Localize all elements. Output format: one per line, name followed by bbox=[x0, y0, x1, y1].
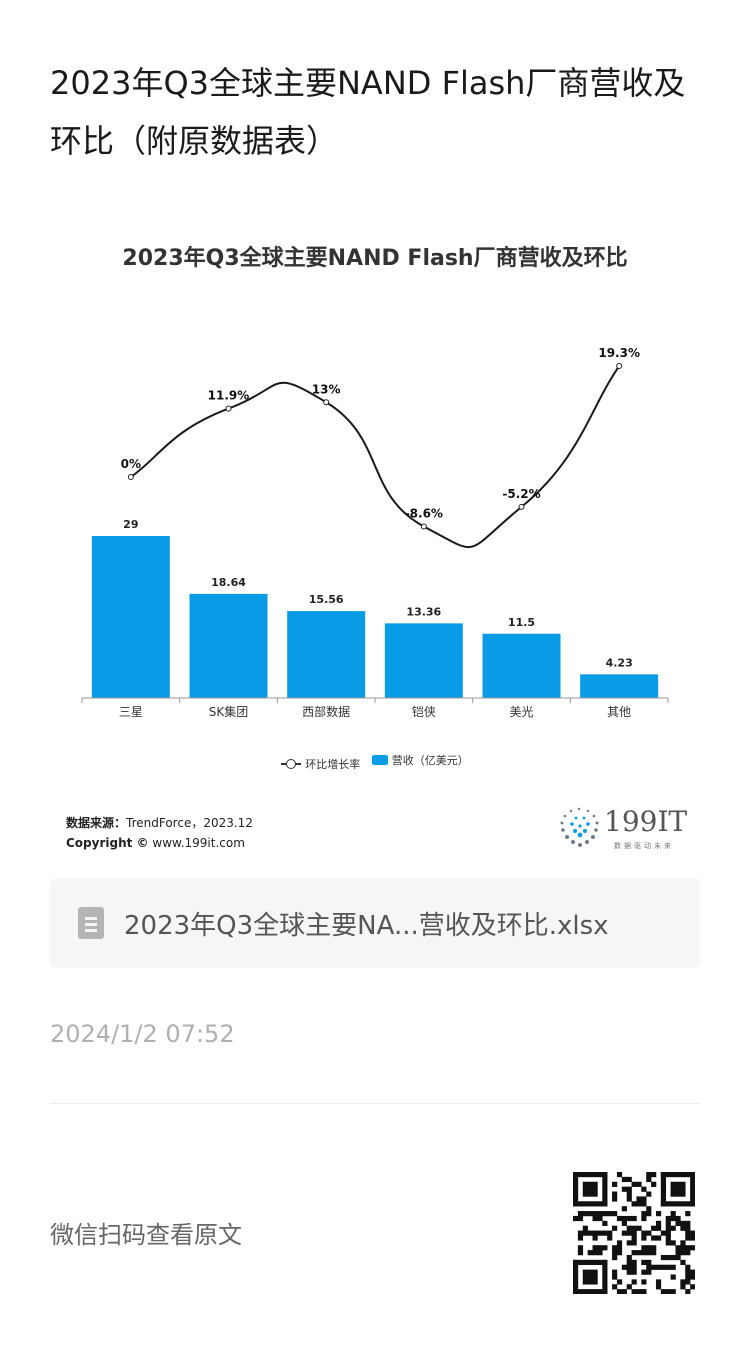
bar-value-label: 11.5 bbox=[508, 616, 535, 629]
chart-title: 2023年Q3全球主要NAND Flash厂商营收及环比 bbox=[122, 246, 628, 271]
growth-value-label: 0% bbox=[121, 457, 141, 471]
growth-value-label: 19.3% bbox=[598, 346, 640, 360]
growth-point-0 bbox=[127, 474, 134, 480]
source-label: 数据来源： bbox=[66, 816, 127, 830]
legend-item-revenue: 营收（亿美元） bbox=[371, 752, 469, 768]
attachment-card[interactable]: 2023年Q3全球主要NA...营收及环比.xlsx bbox=[50, 878, 700, 968]
bar-value-label: 4.23 bbox=[606, 656, 633, 669]
bar-1 bbox=[189, 593, 268, 698]
spreadsheet-file-icon bbox=[78, 907, 104, 939]
copyright-label: Copyright © bbox=[66, 836, 149, 850]
legend-bar-marker bbox=[371, 755, 388, 765]
x-tick-label: 西部数据 bbox=[302, 704, 350, 719]
growth-value-label: 11.9% bbox=[208, 389, 250, 403]
copyright-text: www.199it.com bbox=[152, 836, 245, 850]
bar-value-label: 29 bbox=[123, 518, 138, 531]
bar-value-label: 15.56 bbox=[309, 593, 344, 606]
bar-2 bbox=[287, 611, 366, 698]
logo-199it: 199IT 数据驱动未来 bbox=[558, 805, 698, 853]
x-tick-label: 美光 bbox=[509, 705, 533, 719]
data-source: 数据来源：TrendForce，2023.12 Copyright © www.… bbox=[66, 813, 253, 853]
legend-label-revenue: 营收（亿美元） bbox=[391, 754, 469, 767]
qr-code-icon bbox=[573, 1172, 695, 1294]
legend-item-growth: 环比增长率 bbox=[281, 756, 360, 772]
source-text: TrendForce，2023.12 bbox=[126, 816, 253, 830]
logo-text: 199IT bbox=[604, 805, 688, 838]
growth-point-4 bbox=[518, 503, 525, 510]
growth-point-1 bbox=[225, 405, 232, 412]
chart: 29 18.64 15.56 13.36 11.5 4.23 三星 SK集团 西部数据 铠侠 美光… bbox=[81, 346, 669, 719]
growth-point-2 bbox=[323, 399, 330, 406]
growth-point-5 bbox=[616, 363, 623, 370]
logo-subtitle: 数据驱动未来 bbox=[614, 842, 674, 850]
x-tick-label: SK集团 bbox=[209, 704, 249, 719]
publish-date: 2024/1/2 07:52 bbox=[50, 1020, 235, 1048]
x-tick-label: 铠侠 bbox=[412, 704, 436, 719]
growth-point-3 bbox=[420, 523, 427, 530]
growth-line bbox=[130, 365, 620, 548]
bar-value-label: 18.64 bbox=[211, 576, 246, 589]
bar-0 bbox=[91, 536, 170, 698]
bar-5 bbox=[580, 674, 659, 698]
page-title: 2023年Q3全球主要NAND Flash厂商营收及环比（附原数据表） bbox=[50, 64, 686, 160]
attachment-file-name[interactable]: 2023年Q3全球主要NA...营收及环比.xlsx bbox=[124, 910, 609, 941]
legend-label-growth: 环比增长率 bbox=[305, 758, 361, 771]
growth-value-label: 13% bbox=[312, 382, 341, 396]
bar-4 bbox=[482, 633, 561, 698]
bar-value-label: 13.36 bbox=[406, 605, 441, 618]
chart-legend: 环比增长率 营收（亿美元） bbox=[0, 752, 750, 772]
scan-hint-text: 微信扫码查看原文 bbox=[50, 1221, 242, 1249]
logo-mark-icon bbox=[560, 807, 599, 847]
bar-3 bbox=[384, 623, 463, 698]
divider bbox=[50, 1103, 700, 1104]
growth-value-label: -8.6% bbox=[405, 506, 443, 520]
x-tick-label: 其他 bbox=[607, 705, 631, 719]
growth-value-label: -5.2% bbox=[502, 487, 540, 501]
legend-line-marker bbox=[281, 759, 302, 769]
x-tick-label: 三星 bbox=[119, 705, 143, 719]
